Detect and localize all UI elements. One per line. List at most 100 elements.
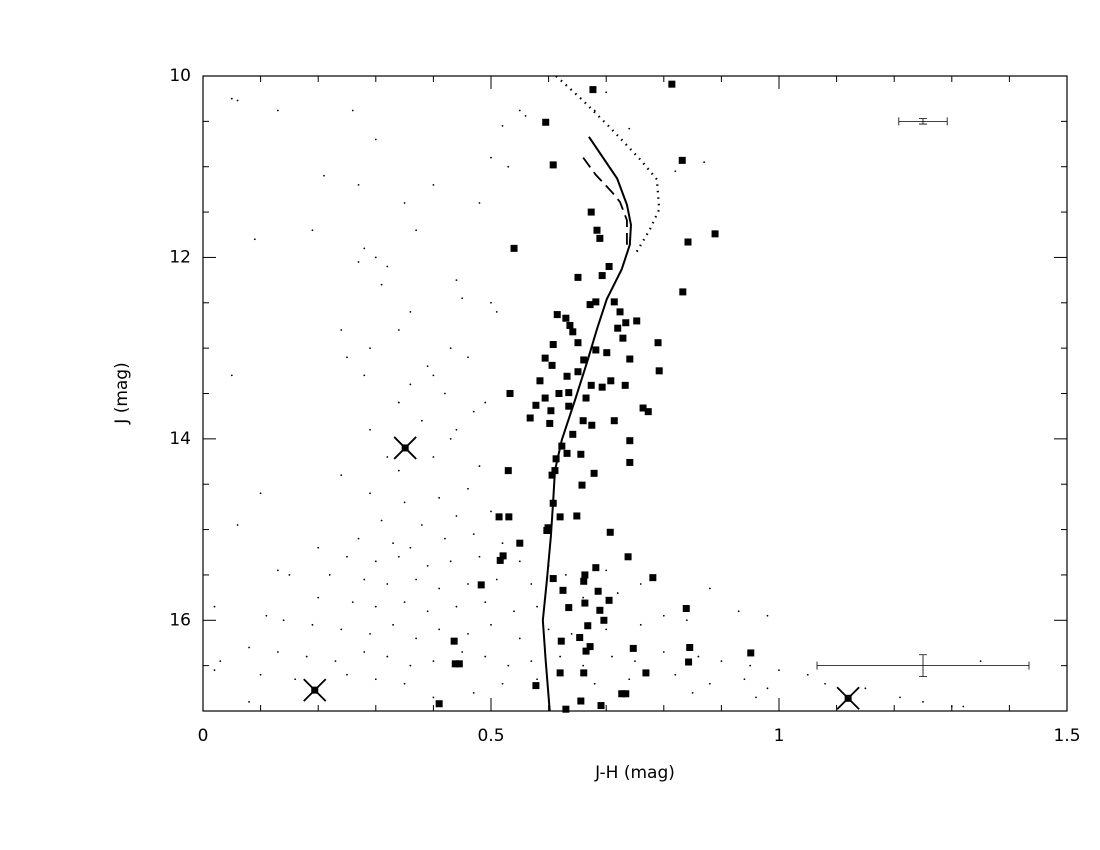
star-square [543,526,551,534]
star-square [596,234,604,242]
star-dot [662,651,665,653]
star-square [549,161,557,169]
star-dot [467,487,469,490]
star-dot [438,628,441,631]
cross-center [401,444,409,452]
error-bar-y [919,118,927,125]
star-dot [392,623,394,626]
y-tick-label: 10 [169,66,191,86]
star-square [626,458,634,466]
star-square [577,697,585,705]
star-dot [397,329,400,331]
star-dot [213,669,216,672]
star-dot [628,127,631,130]
star-dot [685,619,688,622]
error-bar-y [919,654,927,677]
star-square [616,308,624,316]
star-square [577,450,585,458]
star-square [598,383,606,391]
star-square [455,660,463,668]
star-dot [369,428,371,431]
star-dot [363,374,366,377]
star-square [532,401,540,409]
star-square [614,324,622,332]
star-square [504,467,512,475]
star-dot [455,279,458,282]
star-dot [490,156,492,159]
star-square [621,381,629,389]
star-dot [455,605,458,608]
star-dot [824,682,826,685]
star-square [505,513,513,521]
star-dot [357,537,360,540]
star-square [557,637,565,645]
star-dot [236,99,239,102]
star-square [556,513,564,521]
star-dot [340,474,343,477]
star-square [607,377,615,385]
star-dot [449,437,452,440]
star-square [649,574,657,582]
star-dot [409,383,412,386]
star-dot [213,605,216,608]
star-square [576,634,584,642]
star-dot [351,601,354,604]
star-dot [449,560,452,563]
star-dot [605,628,608,631]
star-square [679,288,687,296]
star-square [549,341,557,349]
star-dot [478,465,481,467]
star-square [573,512,581,520]
star-dot [478,202,481,204]
star-square [686,644,694,651]
star-dot [276,651,279,653]
star-square [569,328,577,336]
cross-center [844,694,852,702]
star-dot [639,623,642,626]
star-dot [265,614,268,617]
star-dot [317,596,320,599]
star-dot [478,555,481,558]
isochrone [541,136,632,712]
star-dot [363,578,366,581]
y-axis-label: J (mag) [112,362,132,424]
star-square [546,419,554,427]
star-dot [455,428,458,431]
star-square [590,469,598,477]
star-dot [674,170,677,173]
star-dot [438,496,441,499]
star-dot [294,678,297,681]
star-dot [582,664,585,667]
star-square [711,230,719,238]
star-dot [605,91,608,94]
star-square [556,669,564,677]
star-square [547,407,555,415]
star-dot [708,682,711,685]
star-dot [369,347,371,350]
y-tick-label: 14 [169,429,191,449]
plot-frame [202,75,1068,712]
star-square [548,361,556,369]
star-square [450,637,458,645]
star-dot [922,701,924,703]
star-square [506,390,514,397]
star-dot [639,583,642,585]
star-dot [415,229,418,232]
star-dot [403,501,406,504]
star-dot [369,492,371,495]
star-square [639,404,647,412]
star-dot [518,560,521,563]
star-dot [305,655,308,658]
star-dot [484,655,487,658]
star-dot [634,660,636,663]
star-dot [611,655,613,658]
star-dot [432,374,435,377]
star-square [596,606,604,614]
star-square [565,389,573,397]
star-dot [899,696,901,699]
star-dot [766,614,769,617]
star-square [584,622,592,630]
star-dot [374,605,377,608]
star-dot [490,301,492,304]
